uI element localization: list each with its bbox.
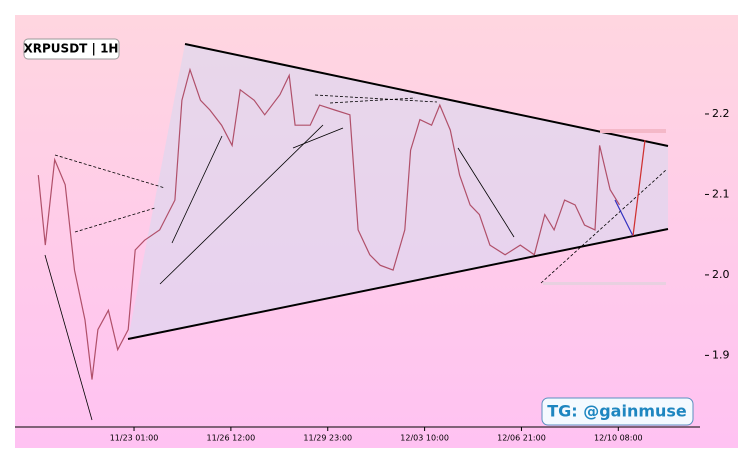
arrow-down	[614, 199, 634, 237]
watermark-box	[541, 397, 694, 426]
zone	[600, 129, 666, 133]
x-tick-label: 12/03 10:00	[400, 434, 449, 443]
x-tick-label: 12/06 21:00	[497, 434, 546, 443]
price-line	[37, 67, 621, 380]
zone	[543, 282, 666, 285]
drawing-line	[171, 135, 223, 244]
lower-trendline	[127, 228, 669, 340]
drawings	[44, 43, 669, 421]
upper-trendline	[184, 43, 669, 147]
watermark: TG: @gainmuse	[547, 402, 687, 421]
x-tick-label: 11/26 12:00	[207, 434, 256, 443]
drawing-line	[457, 147, 515, 238]
drawing-line	[159, 124, 324, 285]
chart-title: XRPUSDT | 1H	[24, 42, 119, 56]
y-tick-label: 2.0	[712, 268, 730, 281]
x-tick-label: 11/23 01:00	[110, 434, 159, 443]
drawing-line	[74, 207, 156, 233]
y-tick-label: 1.9	[712, 348, 730, 361]
drawing-line	[44, 254, 93, 421]
x-tick-label: 11/29 23:00	[303, 434, 352, 443]
arrow-up	[632, 139, 646, 237]
title-box	[23, 38, 120, 60]
drawing-line	[292, 127, 344, 149]
y-tick-label: 2.2	[712, 107, 730, 120]
drawing-line	[540, 169, 667, 284]
drawing-line	[54, 154, 166, 189]
drawing-line	[314, 94, 438, 103]
drawing-line	[329, 97, 416, 104]
x-tick-label: 12/10 08:00	[594, 434, 643, 443]
y-tick-label: 2.1	[712, 187, 730, 200]
